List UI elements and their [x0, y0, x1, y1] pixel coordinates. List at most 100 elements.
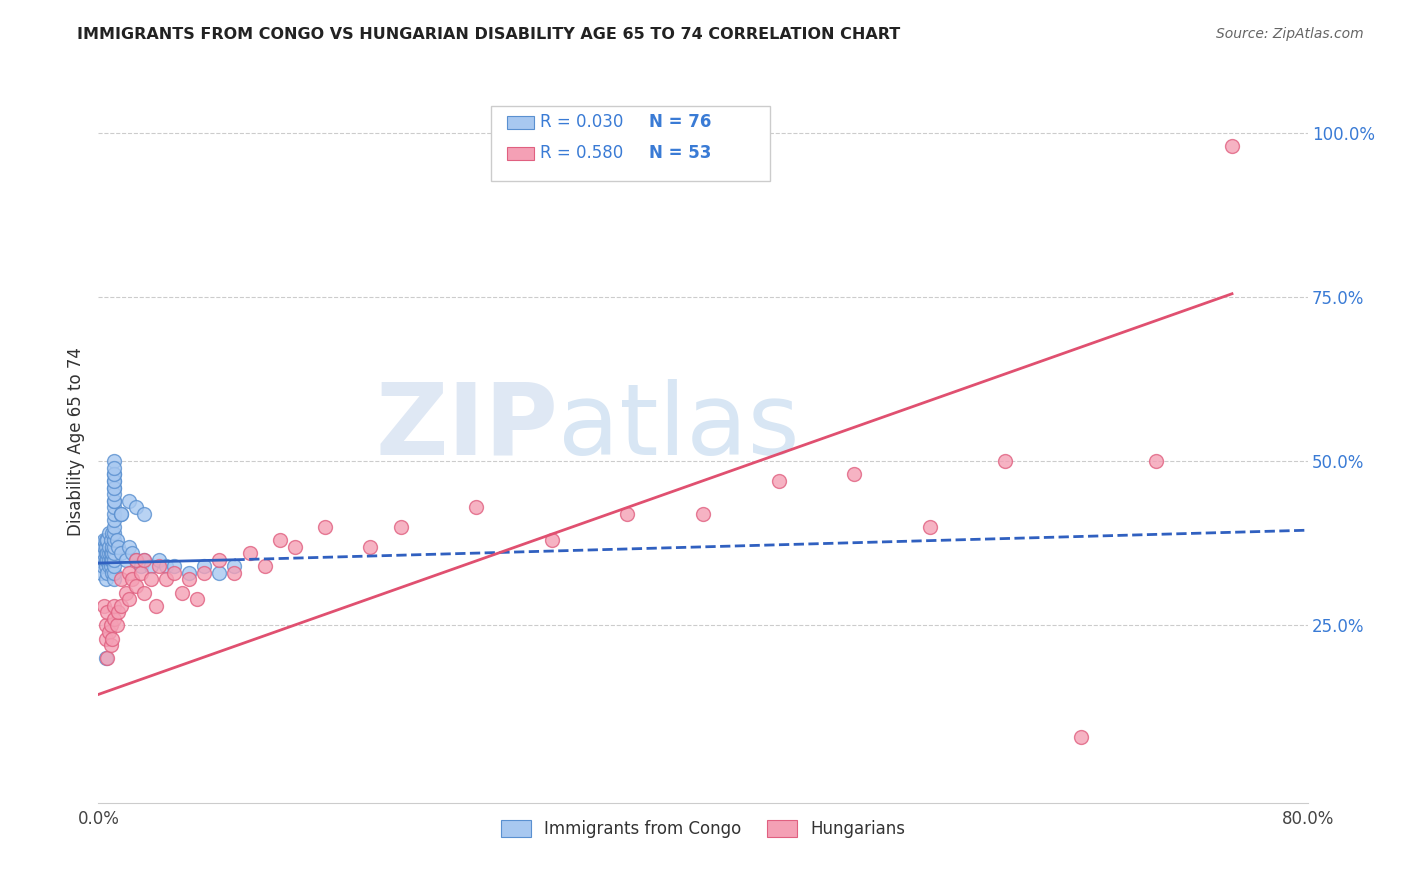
Point — [114, 585, 136, 599]
Point — [103, 599, 125, 613]
Point — [105, 533, 128, 547]
Point — [170, 585, 193, 599]
Point — [465, 500, 488, 515]
Point — [103, 540, 125, 554]
Point — [616, 507, 638, 521]
Point — [103, 566, 125, 580]
Point — [155, 573, 177, 587]
Point — [90, 566, 112, 580]
Point — [98, 553, 121, 567]
Point — [208, 566, 231, 580]
Point — [93, 599, 115, 613]
Point — [110, 599, 132, 613]
Point — [103, 513, 125, 527]
Point — [101, 526, 124, 541]
Point — [100, 553, 122, 567]
Point — [94, 533, 117, 547]
Point — [103, 467, 125, 482]
Point — [96, 651, 118, 665]
Point — [148, 553, 170, 567]
Point — [103, 474, 125, 488]
Point — [994, 454, 1017, 468]
Point — [692, 507, 714, 521]
Point — [141, 573, 163, 587]
Point — [125, 579, 148, 593]
Point — [118, 566, 141, 580]
Point — [96, 566, 118, 580]
Point — [101, 540, 124, 554]
Point — [125, 553, 148, 567]
Point — [103, 474, 125, 488]
Point — [141, 559, 163, 574]
Point — [148, 559, 170, 574]
Point — [125, 500, 148, 515]
FancyBboxPatch shape — [492, 105, 769, 181]
Point — [193, 566, 215, 580]
Text: N = 76: N = 76 — [648, 113, 711, 131]
Point — [100, 618, 122, 632]
Point — [103, 500, 125, 515]
Point — [253, 559, 276, 574]
Point — [101, 566, 124, 580]
Point — [186, 592, 208, 607]
Text: R = 0.030: R = 0.030 — [540, 113, 623, 131]
Point — [155, 559, 177, 574]
Point — [94, 546, 117, 560]
Point — [132, 553, 155, 567]
Point — [132, 585, 155, 599]
Point — [103, 460, 125, 475]
Point — [103, 493, 125, 508]
Point — [96, 533, 118, 547]
Point — [224, 566, 246, 580]
Point — [132, 553, 155, 567]
Text: IMMIGRANTS FROM CONGO VS HUNGARIAN DISABILITY AGE 65 TO 74 CORRELATION CHART: IMMIGRANTS FROM CONGO VS HUNGARIAN DISAB… — [77, 27, 901, 42]
Text: R = 0.580: R = 0.580 — [540, 145, 623, 162]
Point — [129, 566, 152, 580]
Point — [1070, 730, 1092, 744]
Point — [105, 618, 128, 632]
Point — [91, 546, 114, 560]
Point — [100, 546, 122, 560]
Point — [103, 467, 125, 482]
Point — [1220, 139, 1243, 153]
Point — [103, 493, 125, 508]
Point — [239, 546, 262, 560]
Point — [103, 533, 125, 547]
Point — [118, 493, 141, 508]
Point — [103, 520, 125, 534]
Point — [145, 599, 167, 613]
Point — [121, 546, 143, 560]
Point — [110, 507, 132, 521]
Point — [284, 540, 307, 554]
Point — [179, 573, 201, 587]
Point — [768, 474, 790, 488]
Point — [98, 526, 121, 541]
Point — [110, 546, 132, 560]
Point — [94, 632, 117, 646]
Point — [98, 546, 121, 560]
Point — [163, 559, 186, 574]
Point — [101, 632, 124, 646]
Point — [103, 546, 125, 560]
Point — [107, 540, 129, 554]
Point — [118, 592, 141, 607]
Point — [94, 618, 117, 632]
Point — [96, 605, 118, 619]
Point — [118, 540, 141, 554]
Point — [98, 625, 121, 640]
Point — [103, 573, 125, 587]
Point — [540, 533, 562, 547]
Point — [107, 605, 129, 619]
Point — [110, 573, 132, 587]
Point — [91, 559, 114, 574]
Point — [132, 507, 155, 521]
Point — [125, 553, 148, 567]
Point — [93, 540, 115, 554]
Point — [103, 454, 125, 468]
Point — [96, 546, 118, 560]
Point — [94, 573, 117, 587]
Point — [918, 520, 941, 534]
Point — [121, 573, 143, 587]
Text: ZIP: ZIP — [375, 378, 558, 475]
Point — [103, 559, 125, 574]
